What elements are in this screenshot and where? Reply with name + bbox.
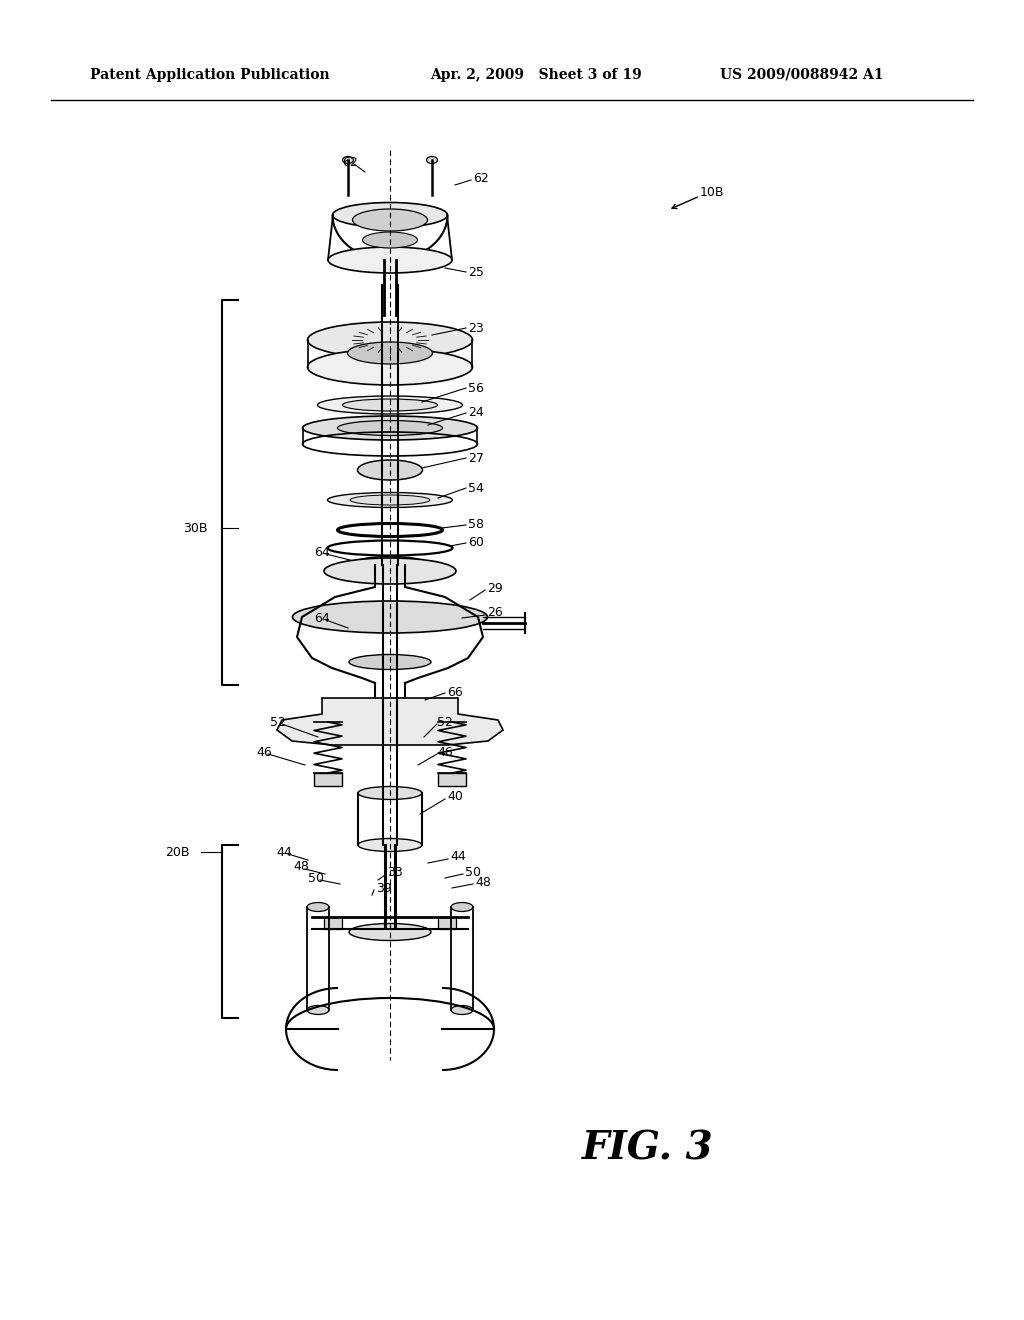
Text: 39: 39 [376,882,392,895]
Ellipse shape [342,157,353,164]
Text: Patent Application Publication: Patent Application Publication [90,69,330,82]
Ellipse shape [293,601,487,634]
Ellipse shape [302,416,477,440]
Ellipse shape [324,558,456,583]
Text: 48: 48 [475,875,490,888]
Text: 33: 33 [387,866,402,879]
Ellipse shape [354,557,426,569]
Ellipse shape [451,903,473,912]
Ellipse shape [362,232,418,248]
Ellipse shape [307,1006,329,1015]
Ellipse shape [349,655,431,669]
Polygon shape [278,698,503,744]
Bar [314,774,342,785]
Text: 25: 25 [468,265,484,279]
Bar [324,917,342,929]
Text: 48: 48 [293,861,309,874]
Ellipse shape [333,202,447,227]
Text: 56: 56 [468,381,484,395]
Text: 64: 64 [314,545,330,558]
Text: 27: 27 [468,451,484,465]
Text: 50: 50 [308,871,324,884]
Text: 62: 62 [473,172,488,185]
Ellipse shape [358,787,422,800]
Ellipse shape [338,421,442,436]
Text: 30B: 30B [183,521,208,535]
Text: 46: 46 [437,746,453,759]
Text: 54: 54 [468,482,484,495]
Text: 50: 50 [465,866,481,879]
Ellipse shape [342,399,437,411]
Ellipse shape [350,495,430,506]
Text: 29: 29 [487,582,503,594]
Ellipse shape [307,322,472,358]
Ellipse shape [328,247,452,273]
Ellipse shape [352,209,427,231]
Ellipse shape [317,396,463,414]
Text: 24: 24 [468,407,483,420]
Text: 10B: 10B [700,186,725,198]
Ellipse shape [307,348,472,385]
Text: US 2009/0088942 A1: US 2009/0088942 A1 [720,69,884,82]
Text: 52: 52 [437,715,453,729]
Text: 44: 44 [450,850,466,863]
Ellipse shape [347,342,432,364]
Bar [438,917,456,929]
Text: 58: 58 [468,519,484,532]
Text: 46: 46 [256,746,271,759]
Text: 44: 44 [276,846,292,858]
Text: 62: 62 [342,156,357,169]
Ellipse shape [349,924,431,940]
Text: Apr. 2, 2009   Sheet 3 of 19: Apr. 2, 2009 Sheet 3 of 19 [430,69,642,82]
Text: 20B: 20B [165,846,189,858]
Ellipse shape [328,492,453,507]
Ellipse shape [358,838,422,851]
Text: 66: 66 [447,685,463,698]
Text: 60: 60 [468,536,484,549]
Ellipse shape [357,459,423,480]
Text: FIG. 3: FIG. 3 [582,1129,714,1167]
Text: 40: 40 [447,791,463,804]
Ellipse shape [307,903,329,912]
Text: 64: 64 [314,611,330,624]
Text: 52: 52 [270,715,286,729]
Ellipse shape [451,1006,473,1015]
Text: 23: 23 [468,322,483,334]
Text: 26: 26 [487,606,503,619]
Ellipse shape [427,157,437,164]
Bar [438,774,466,785]
